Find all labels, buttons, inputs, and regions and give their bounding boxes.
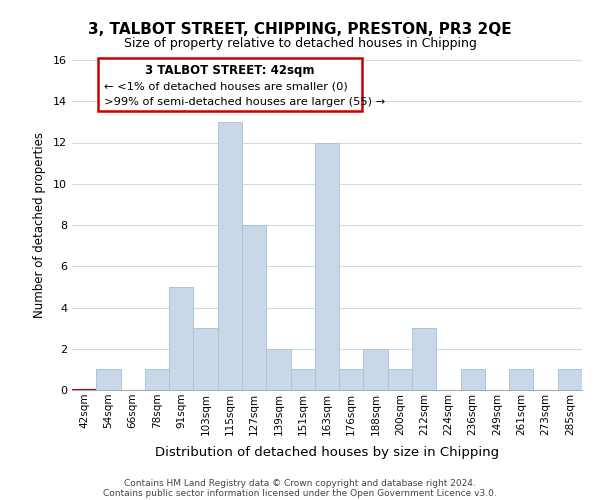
Text: 3 TALBOT STREET: 42sqm: 3 TALBOT STREET: 42sqm: [145, 64, 314, 77]
Y-axis label: Number of detached properties: Number of detached properties: [33, 132, 46, 318]
Bar: [339, 370, 364, 390]
Bar: [242, 225, 266, 390]
Bar: [218, 122, 242, 390]
Text: Contains public sector information licensed under the Open Government Licence v3: Contains public sector information licen…: [103, 488, 497, 498]
Text: Contains HM Land Registry data © Crown copyright and database right 2024.: Contains HM Land Registry data © Crown c…: [124, 478, 476, 488]
Bar: [388, 370, 412, 390]
Bar: [558, 370, 582, 390]
Bar: [315, 142, 339, 390]
Bar: [290, 370, 315, 390]
Text: 3, TALBOT STREET, CHIPPING, PRESTON, PR3 2QE: 3, TALBOT STREET, CHIPPING, PRESTON, PR3…: [88, 22, 512, 38]
Bar: [145, 370, 169, 390]
Bar: [461, 370, 485, 390]
Text: >99% of semi-detached houses are larger (55) →: >99% of semi-detached houses are larger …: [104, 98, 385, 108]
Bar: [96, 370, 121, 390]
Bar: [364, 349, 388, 390]
Bar: [509, 370, 533, 390]
Bar: [97, 58, 362, 110]
Bar: [412, 328, 436, 390]
Bar: [266, 349, 290, 390]
Bar: [169, 287, 193, 390]
Bar: [193, 328, 218, 390]
Text: Size of property relative to detached houses in Chipping: Size of property relative to detached ho…: [124, 38, 476, 51]
X-axis label: Distribution of detached houses by size in Chipping: Distribution of detached houses by size …: [155, 446, 499, 459]
Text: ← <1% of detached houses are smaller (0): ← <1% of detached houses are smaller (0): [104, 82, 347, 92]
